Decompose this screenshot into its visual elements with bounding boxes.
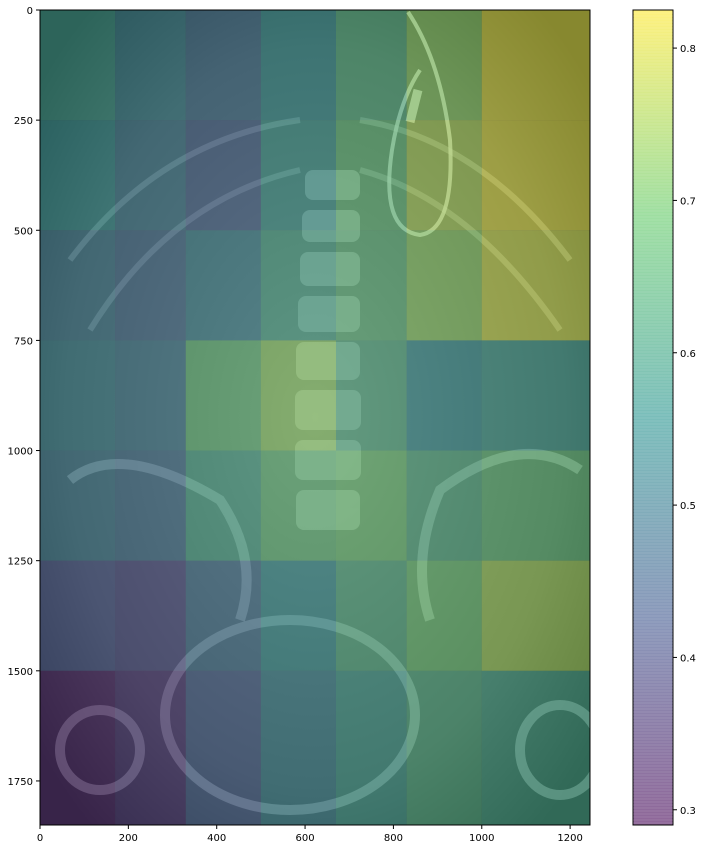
heatmap-cell [335, 10, 407, 121]
heatmap-cell [115, 560, 186, 671]
heatmap-cell [185, 560, 261, 671]
colorbar-tick-label: 0.3 [680, 806, 696, 817]
colorbar-gradient [632, 9, 674, 826]
heatmap-cell [115, 340, 186, 451]
y-tick-label: 1000 [8, 447, 33, 458]
heatmap-cell [260, 340, 336, 451]
heatmap-cell [260, 120, 336, 231]
heatmap-cell [185, 120, 261, 231]
heatmap-cell [406, 670, 482, 825]
heatmap-cell [115, 670, 186, 825]
heatmap-cell [481, 10, 590, 121]
heatmap-cell [335, 340, 407, 451]
heatmap-cell [481, 340, 590, 451]
heatmap-cell [260, 560, 336, 671]
heatmap-cell [185, 450, 261, 561]
heatmap-overlay [40, 10, 590, 825]
heatmap-cell [406, 10, 482, 121]
heatmap-cell [406, 230, 482, 341]
colorbar-tick-label: 0.6 [680, 349, 696, 360]
heatmap-cell [335, 230, 407, 341]
y-tick-label: 250 [14, 116, 33, 127]
heatmap-cell [335, 450, 407, 561]
colorbar: 0.3 0.4 0.5 0.6 0.7 0.8 [632, 9, 696, 826]
heatmap-cell [406, 560, 482, 671]
heatmap-cell [40, 340, 116, 451]
heatmap-cell [40, 560, 116, 671]
heatmap-cell [185, 10, 261, 121]
plot-frame [39, 9, 591, 826]
heatmap-cell [40, 10, 116, 121]
heatmap-cell [115, 120, 186, 231]
heatmap-cell [40, 670, 116, 825]
heatmap-cell [481, 560, 590, 671]
x-tick-label: 400 [207, 833, 226, 844]
heatmap-cell [115, 230, 186, 341]
heatmap-cell [40, 450, 116, 561]
x-tick-label: 1200 [557, 833, 582, 844]
x-tick-label: 200 [119, 833, 138, 844]
heatmap-cell [481, 120, 590, 231]
y-tick-label: 500 [14, 226, 33, 237]
x-tick-label: 800 [384, 833, 403, 844]
heatmap-cell [40, 230, 116, 341]
y-tick-label: 750 [14, 336, 33, 347]
x-tick-label: 1000 [469, 833, 494, 844]
y-tick-label: 1750 [8, 777, 33, 788]
y-tick-label: 1250 [8, 557, 33, 568]
heatmap-cell [260, 670, 336, 825]
heatmap-cell [335, 560, 407, 671]
colorbar-tick-label: 0.4 [680, 653, 696, 664]
heatmap-cell [335, 120, 407, 231]
heatmap-cell [481, 670, 590, 825]
heatmap-cell [115, 10, 186, 121]
heatmap-cell [185, 340, 261, 451]
x-axis: 0 200 400 600 800 1000 1200 [37, 825, 583, 844]
colorbar-ticks: 0.3 0.4 0.5 0.6 0.7 0.8 [673, 44, 696, 817]
colorbar-tick-label: 0.7 [680, 196, 696, 207]
heatmap-cell [260, 230, 336, 341]
y-tick-label: 0 [27, 6, 33, 17]
heatmap-cell [115, 450, 186, 561]
heatmap-cell [40, 120, 116, 231]
y-axis: 0 250 500 750 1000 1250 1500 1750 [8, 6, 40, 788]
heatmap-cell [335, 670, 407, 825]
heatmap-cell [406, 120, 482, 231]
heatmap-cell [481, 450, 590, 561]
x-tick-label: 0 [37, 833, 43, 844]
colorbar-bands [633, 12, 673, 824]
heatmap-cell [406, 450, 482, 561]
heatmap-cell [185, 670, 261, 825]
colorbar-tick-label: 0.8 [680, 44, 696, 55]
y-tick-label: 1500 [8, 667, 33, 678]
heatmap-cell [406, 340, 482, 451]
heatmap-cell [260, 450, 336, 561]
colorbar-tick-label: 0.5 [680, 501, 696, 512]
heatmap-cell [481, 230, 590, 341]
heatmap-cell [185, 230, 261, 341]
x-tick-label: 600 [296, 833, 315, 844]
heatmap-cell [260, 10, 336, 121]
